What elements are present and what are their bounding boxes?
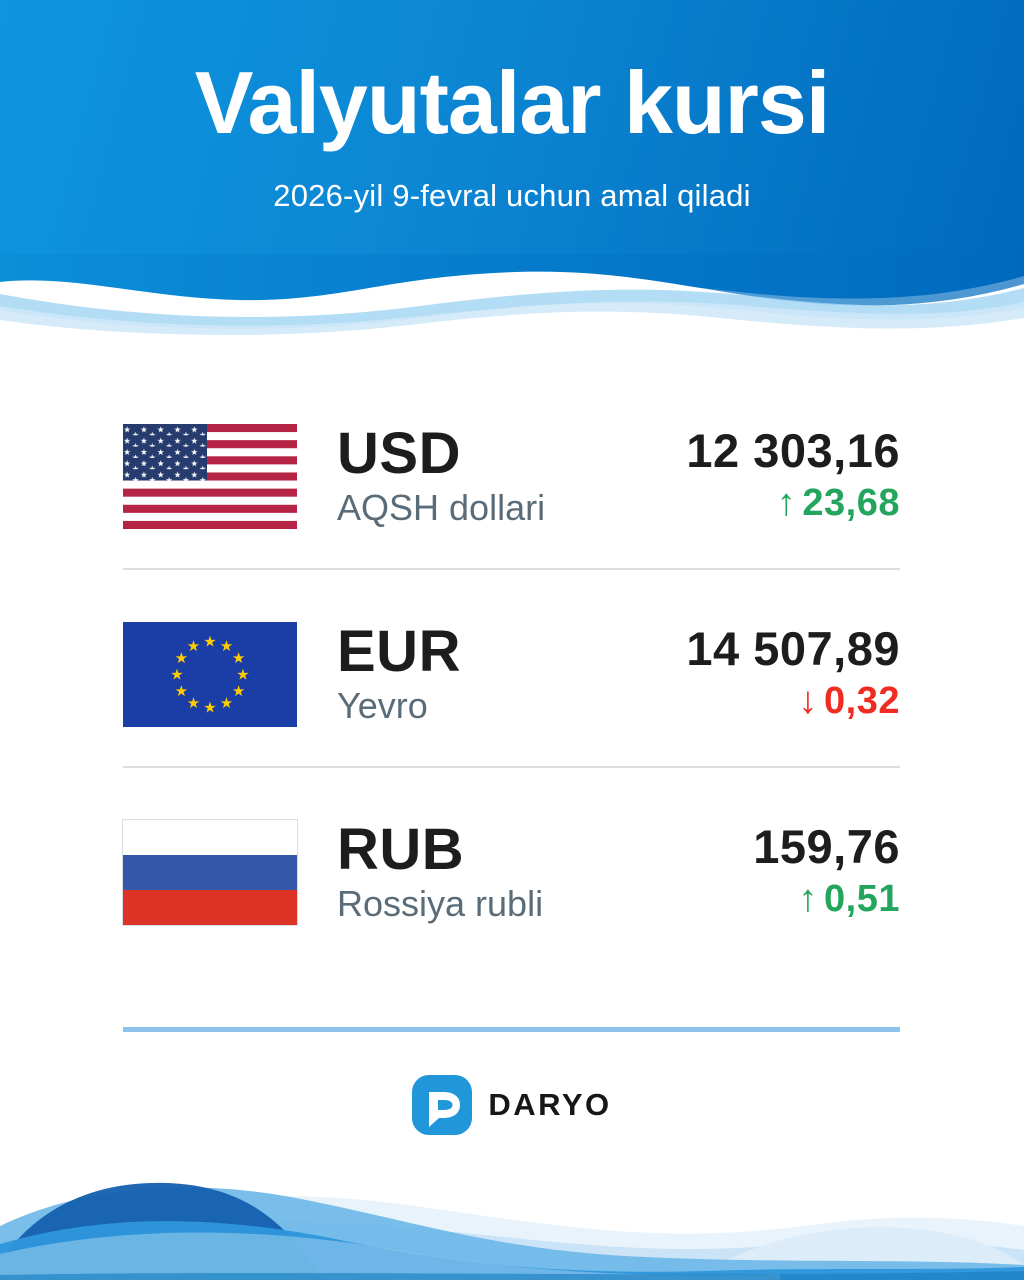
header-wave-decoration xyxy=(0,254,1024,335)
brand-name: DARYO xyxy=(488,1087,612,1122)
svg-text:★: ★ xyxy=(187,638,200,655)
currency-code: USD xyxy=(337,421,461,486)
row-divider xyxy=(123,766,900,768)
rate-row-rub: RUB Rossiya rubli 159,76 ↑ 0,51 xyxy=(122,817,900,926)
rate-row-usd: ★ ★ USD AQSH dollari 12 303,16 ↑23,68 xyxy=(123,423,900,530)
change-value: 0,32 xyxy=(824,680,900,722)
rate-row-eur: ★ ★ ★ ★ ★ ★ ★ ★ ★ ★ ★ ★ EUR Yevro 14 507… xyxy=(123,621,900,728)
currency-change: ↓ 0,32 xyxy=(799,682,900,726)
currency-code: RUB xyxy=(337,817,465,882)
svg-text:★: ★ xyxy=(187,695,200,712)
change-value: 23,68 xyxy=(802,482,900,524)
svg-text:★: ★ xyxy=(203,634,216,651)
currency-rate: 14 507,89 xyxy=(686,622,900,675)
svg-text:★: ★ xyxy=(232,683,245,700)
change-value: 0,51 xyxy=(824,878,900,920)
svg-text:★: ★ xyxy=(220,638,233,655)
currency-rate: 159,76 xyxy=(753,820,900,873)
daryo-speech-bubble-icon xyxy=(412,1075,473,1135)
brand-logo: DARYO xyxy=(0,1074,1024,1136)
page-title: Valyutalar kursi xyxy=(194,53,831,152)
currency-change: ↑ 0,51 xyxy=(799,880,900,924)
currency-name: AQSH dollari xyxy=(337,487,546,528)
up-arrow-icon: ↑ xyxy=(776,482,797,524)
svg-text:★: ★ xyxy=(232,650,245,667)
currency-change: ↑ 23,68 xyxy=(777,484,900,528)
svg-text:★: ★ xyxy=(203,700,216,717)
svg-text:★: ★ xyxy=(170,667,183,684)
header-banner: Valyutalar kursi 2026-yil 9-fevral uchun… xyxy=(0,0,1024,258)
down-arrow-icon: ↓ xyxy=(798,680,819,722)
svg-text:★: ★ xyxy=(236,667,249,684)
currency-code: EUR xyxy=(337,619,461,684)
svg-text:★: ★ xyxy=(175,683,188,700)
svg-text:★: ★ xyxy=(175,650,188,667)
currency-name: Rossiya rubli xyxy=(337,883,544,924)
footer-wave-decoration xyxy=(0,1182,1024,1280)
row-divider xyxy=(123,568,900,570)
currency-rate: 12 303,16 xyxy=(686,424,900,477)
up-arrow-icon: ↑ xyxy=(798,878,819,920)
date-subtitle: 2026-yil 9-fevral uchun amal qiladi xyxy=(273,178,751,213)
accent-divider xyxy=(123,1027,900,1032)
us-flag-icon: ★ ★ xyxy=(123,424,297,529)
ru-flag-icon xyxy=(122,819,298,926)
currency-name: Yevro xyxy=(337,685,428,726)
svg-text:★: ★ xyxy=(220,695,233,712)
eu-flag-icon: ★ ★ ★ ★ ★ ★ ★ ★ ★ ★ ★ ★ xyxy=(123,622,297,727)
